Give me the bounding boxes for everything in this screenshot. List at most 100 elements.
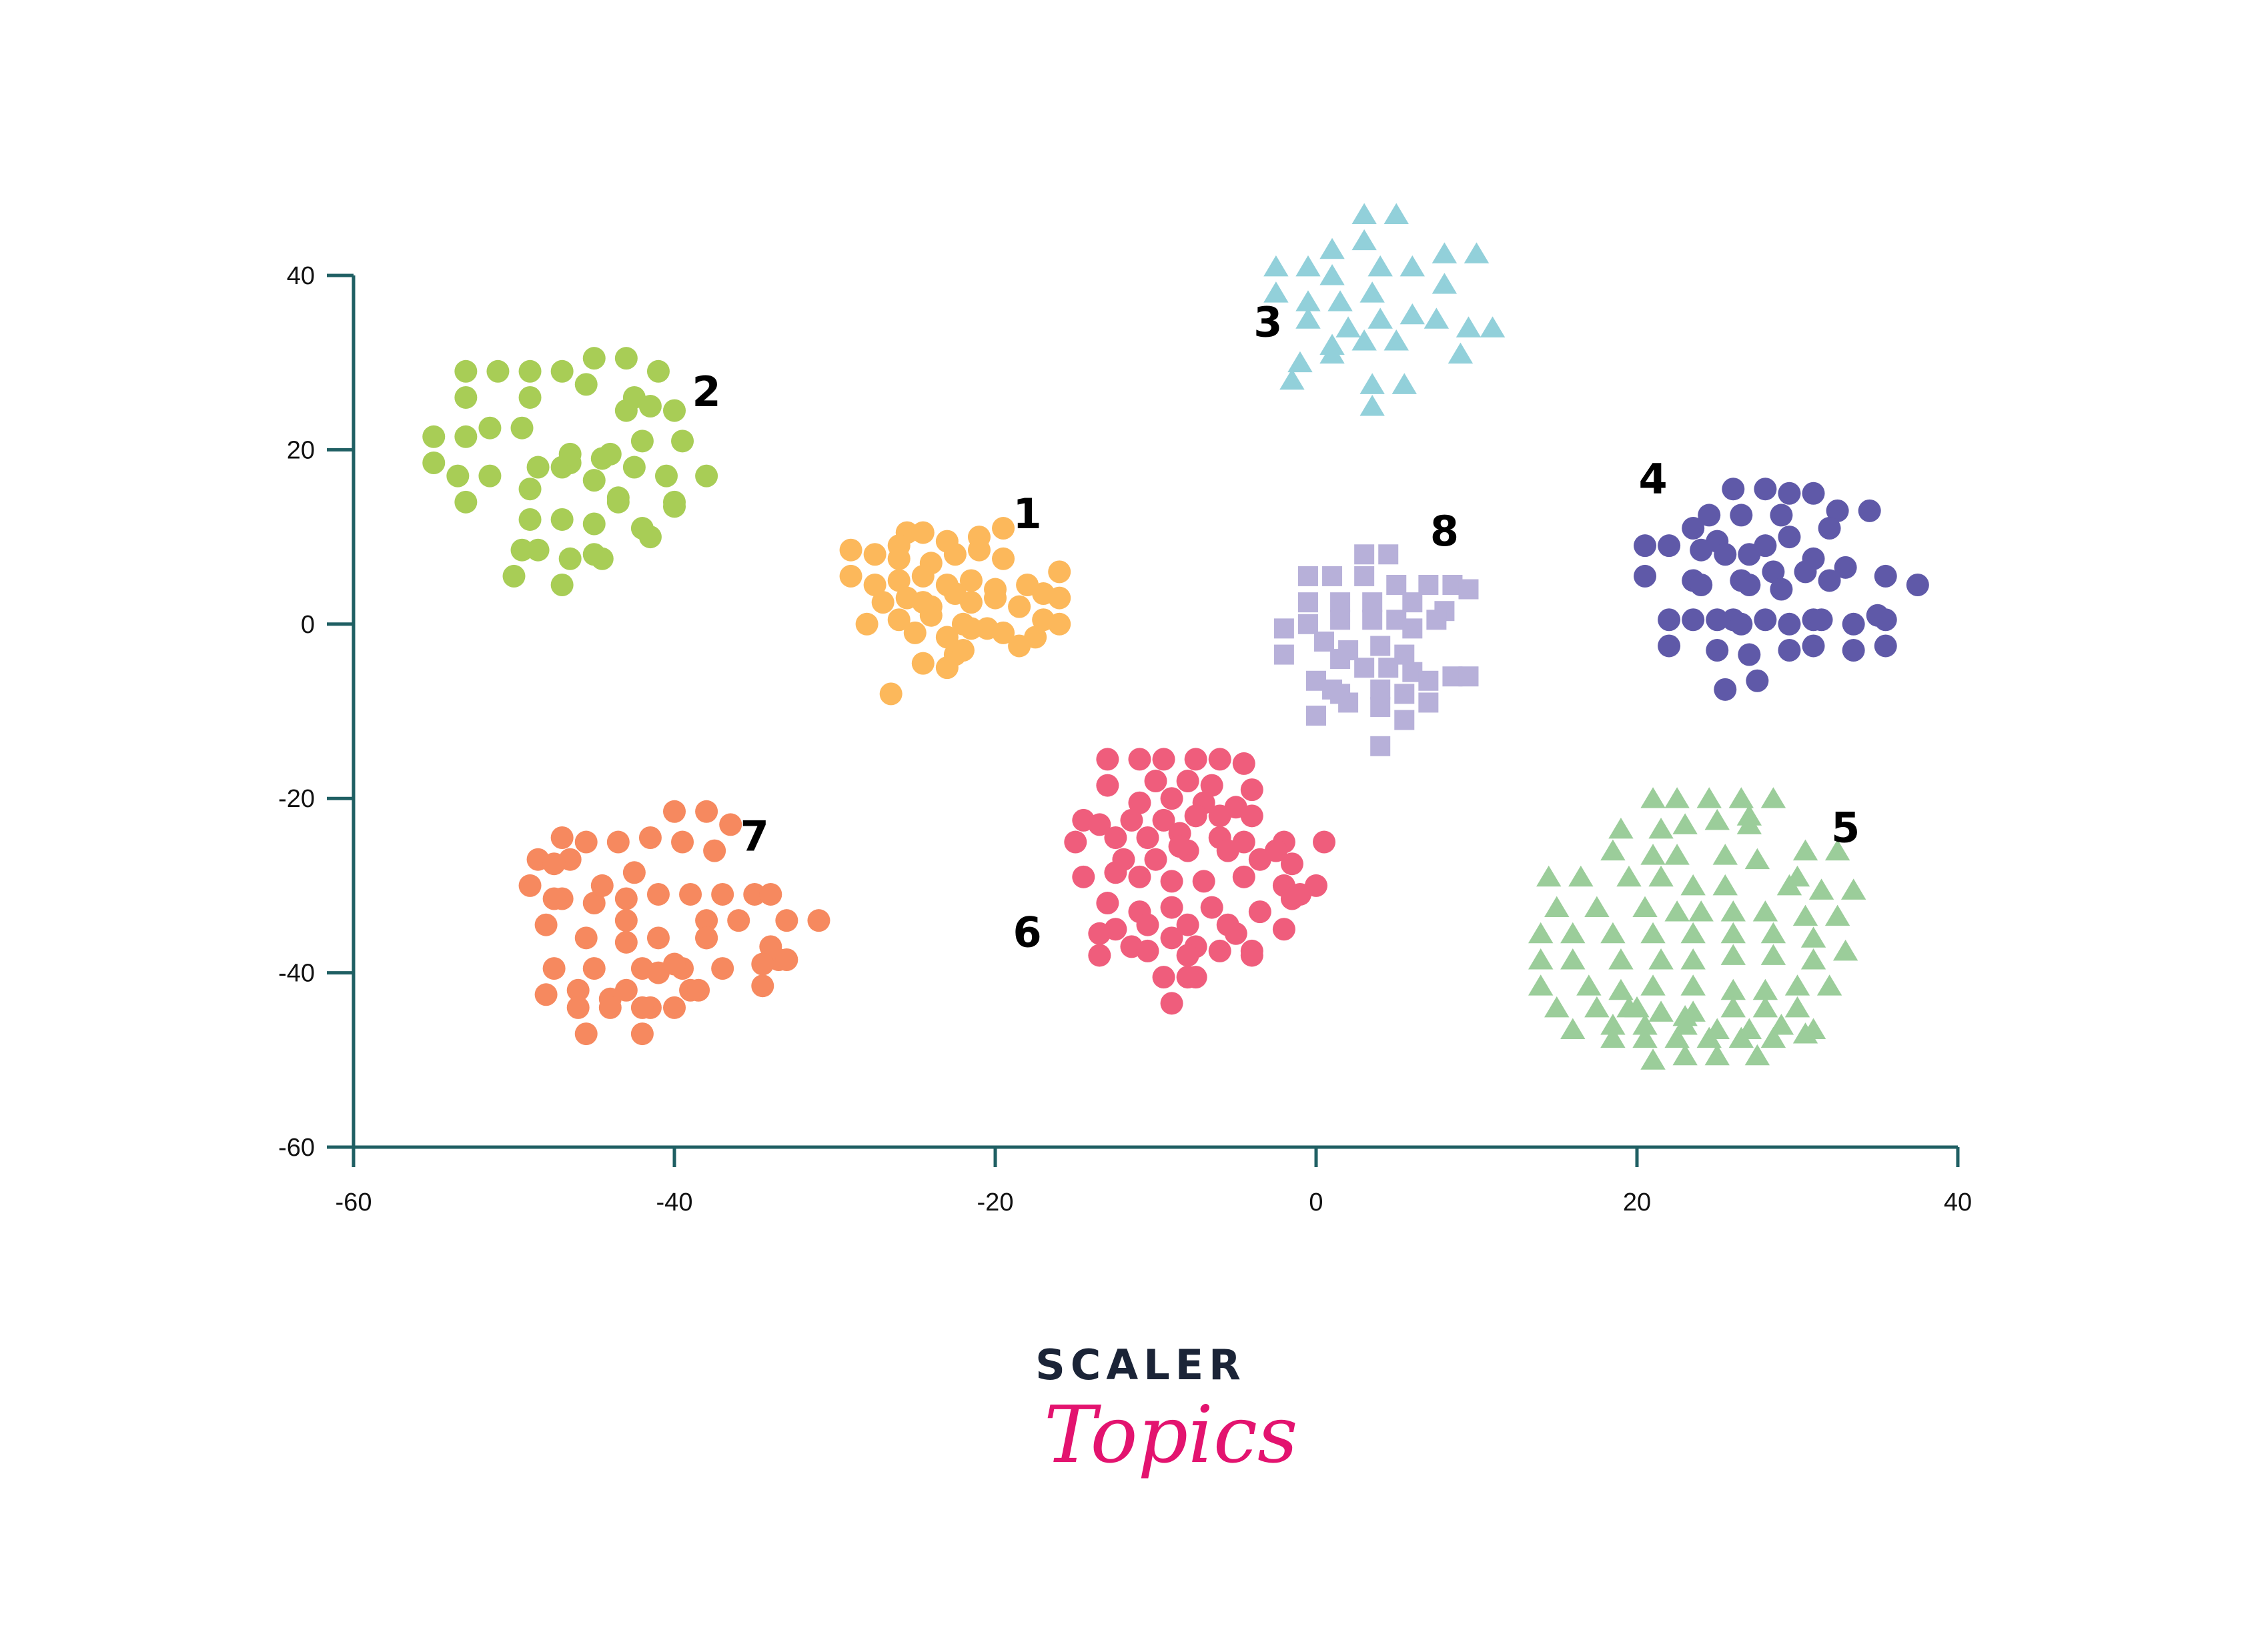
point: [1778, 482, 1801, 505]
point: [1338, 692, 1359, 713]
point: [1367, 307, 1393, 329]
point: [1224, 922, 1247, 945]
scaler-topics-logo: SCALER Topics: [1031, 1341, 1297, 1521]
point: [1760, 922, 1786, 944]
point: [1800, 948, 1826, 970]
point: [1754, 478, 1777, 501]
point: [1120, 808, 1143, 832]
point: [446, 464, 470, 488]
point: [1330, 649, 1351, 670]
point: [1760, 787, 1786, 808]
point: [1088, 922, 1111, 945]
point: [606, 486, 630, 510]
point: [582, 543, 606, 566]
point: [1730, 612, 1753, 636]
point: [992, 547, 1015, 570]
point: [1248, 848, 1271, 871]
point: [1600, 1026, 1626, 1048]
point: [1792, 1022, 1818, 1044]
cluster-label-3: 3: [1253, 297, 1282, 346]
point: [1658, 634, 1681, 658]
point: [1658, 534, 1681, 558]
y-tick-label: -20: [278, 785, 315, 813]
point: [478, 416, 502, 440]
point: [1728, 787, 1754, 808]
point: [743, 882, 766, 906]
axes: -60 -40 -20 0 20 40 40 20 0 -20 -40 -60: [278, 262, 1972, 1216]
point: [582, 347, 606, 370]
point: [574, 373, 598, 396]
point: [663, 996, 686, 1019]
point: [1752, 900, 1778, 922]
point: [630, 996, 654, 1019]
point: [887, 569, 911, 592]
point: [1287, 351, 1313, 373]
point: [984, 586, 1007, 610]
point: [935, 656, 959, 680]
point: [1464, 242, 1490, 263]
point: [1906, 573, 1929, 596]
cluster-label-7: 7: [740, 812, 769, 861]
point: [1391, 373, 1417, 394]
point: [1632, 1014, 1658, 1035]
point: [502, 564, 526, 588]
point: [1160, 896, 1183, 919]
y-tick-label: 40: [287, 262, 315, 290]
point: [1048, 612, 1071, 636]
point: [1327, 290, 1353, 311]
point: [1648, 865, 1674, 887]
point: [1744, 1044, 1770, 1066]
point: [1351, 203, 1377, 224]
point: [1279, 368, 1305, 390]
point: [1722, 478, 1745, 501]
point: [1418, 574, 1439, 595]
point: [1706, 608, 1729, 632]
point: [1399, 255, 1425, 277]
point: [992, 517, 1015, 540]
y-tick-label: -40: [278, 960, 315, 988]
point: [1273, 618, 1294, 639]
point: [606, 830, 630, 854]
cluster-label-6: 6: [1013, 908, 1042, 956]
point: [879, 682, 903, 706]
point: [422, 452, 446, 475]
point: [614, 347, 638, 370]
point: [1760, 944, 1786, 965]
point: [1720, 900, 1746, 922]
x-tick-label: 20: [1623, 1188, 1651, 1216]
point: [839, 564, 863, 588]
point: [1730, 504, 1753, 527]
point: [1072, 865, 1095, 888]
point: [943, 543, 967, 566]
point: [903, 621, 927, 644]
point: [1818, 569, 1841, 592]
series-2: [422, 347, 718, 596]
point: [590, 447, 614, 470]
point: [1802, 482, 1825, 505]
point: [1792, 904, 1818, 926]
point: [1792, 839, 1818, 861]
point: [863, 543, 887, 566]
point: [1200, 774, 1223, 797]
point: [711, 957, 734, 980]
point: [1752, 978, 1778, 1000]
point: [1658, 608, 1681, 632]
point: [775, 909, 798, 932]
point: [454, 385, 478, 409]
point: [1280, 852, 1303, 876]
point: [1351, 229, 1377, 251]
point: [550, 826, 574, 850]
point: [1818, 517, 1841, 540]
point: [1690, 573, 1713, 596]
point: [1295, 255, 1321, 277]
point: [646, 359, 670, 383]
point: [1714, 678, 1737, 701]
series-1: [839, 517, 1071, 706]
point: [1762, 560, 1785, 584]
point: [1208, 804, 1231, 828]
point: [1680, 874, 1706, 896]
point: [654, 464, 678, 488]
point: [1858, 499, 1881, 522]
point: [534, 913, 558, 936]
x-tick-label: 40: [1944, 1188, 1972, 1216]
